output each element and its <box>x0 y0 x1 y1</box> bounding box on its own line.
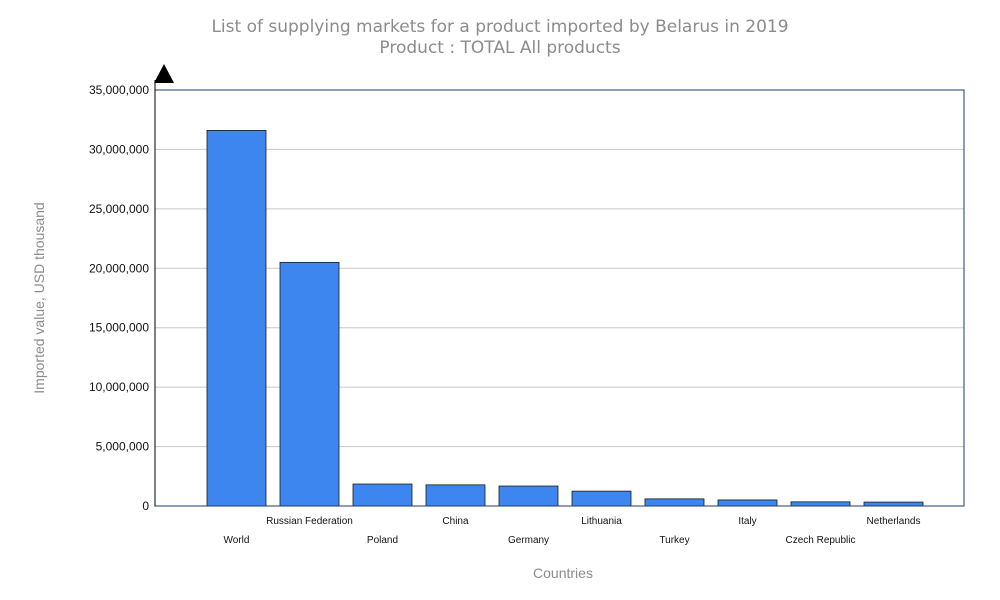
bar <box>644 498 705 507</box>
chart-subtitle: Product : TOTAL All products <box>379 38 621 58</box>
bars <box>206 130 924 507</box>
bar <box>571 490 632 507</box>
x-tick-label: Russian Federation <box>266 516 353 527</box>
bar <box>206 130 267 507</box>
bar <box>425 484 486 507</box>
y-tick-label: 25,000,000 <box>89 202 149 216</box>
x-tick-label: Italy <box>738 516 756 527</box>
x-tick-label: Netherlands <box>867 516 921 527</box>
bar <box>352 483 413 507</box>
bar <box>279 261 340 507</box>
y-tick-label: 35,000,000 <box>89 83 149 97</box>
x-tick-label: Poland <box>367 535 398 546</box>
plot-frame <box>154 89 965 507</box>
y-axis-title: Imported value, USD thousand <box>31 202 47 393</box>
x-axis-title: Countries <box>533 565 593 581</box>
y-tick-label: 10,000,000 <box>89 380 149 394</box>
y-tick-label: 20,000,000 <box>89 261 149 275</box>
x-tick-label: China <box>442 516 469 527</box>
x-tick-label: Lithuania <box>581 516 622 527</box>
x-tick-label: World <box>224 535 250 546</box>
x-tick-labels: World Russian Federation Poland China German… <box>224 516 921 546</box>
x-tick-label: Czech Republic <box>785 535 855 546</box>
chart-title: List of supplying markets for a product … <box>211 17 789 37</box>
bar <box>790 501 851 507</box>
y-tick-label: 0 <box>142 499 149 513</box>
y-tick-label: 5,000,000 <box>96 440 150 454</box>
bar <box>863 501 924 507</box>
y-tick-label: 15,000,000 <box>89 321 149 335</box>
bar <box>498 485 559 507</box>
x-tick-label: Turkey <box>659 535 689 546</box>
x-tick-label: Germany <box>508 535 549 546</box>
bar <box>717 499 778 507</box>
grid-lines <box>155 148 964 448</box>
y-tick-labels: 0 5,000,000 10,000,000 15,000,000 20,000,000… <box>89 83 149 513</box>
y-tick-label: 30,000,000 <box>89 142 149 156</box>
chart-title-block: List of supplying markets for a product … <box>0 17 1000 59</box>
y-axis-arrow-icon <box>154 64 174 83</box>
